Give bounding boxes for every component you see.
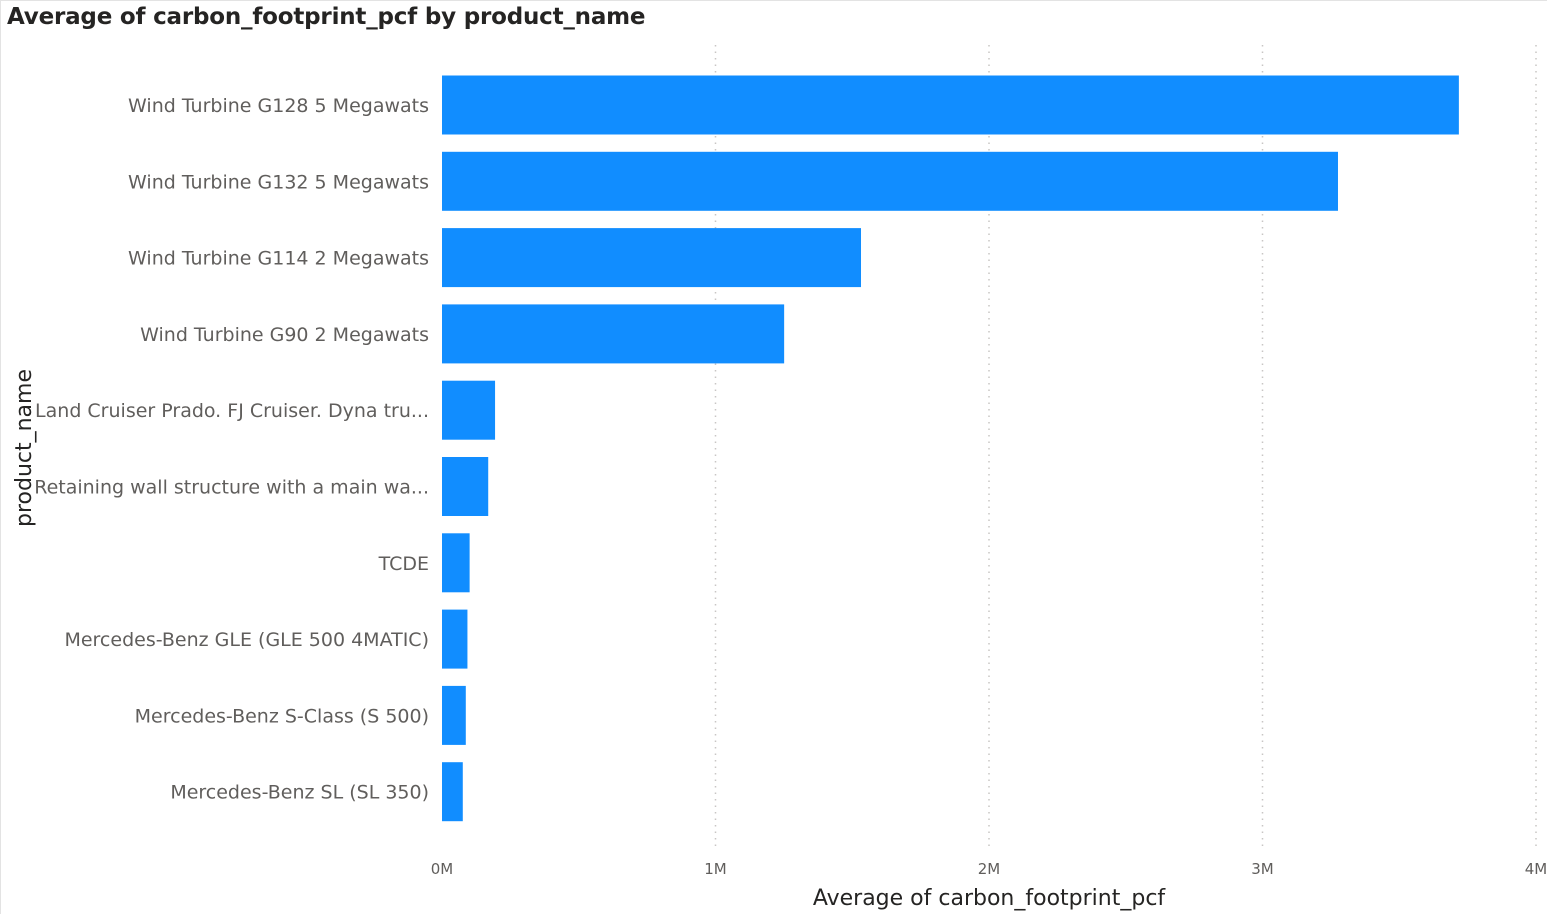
category-label: Mercedes-Benz SL (SL 350) [170, 782, 429, 804]
bar[interactable] [442, 609, 468, 669]
bar[interactable] [442, 228, 862, 288]
bar[interactable] [442, 762, 463, 822]
gridlines [714, 45, 1537, 850]
category-label: Land Cruiser Prado. FJ Cruiser. Dyna tru… [35, 400, 429, 422]
bar[interactable] [442, 533, 470, 593]
category-label: Mercedes-Benz GLE (GLE 500 4MATIC) [64, 629, 429, 651]
x-tick-label: 0M [431, 860, 454, 878]
bar[interactable] [442, 151, 1338, 211]
category-label: TCDE [378, 553, 429, 575]
category-label: Wind Turbine G90 2 Megawats [140, 324, 429, 346]
bars [442, 75, 1459, 822]
x-tick-label: 1M [704, 860, 727, 878]
x-tick-label: 3M [1251, 860, 1274, 878]
x-axis-ticks: 0M 1M 2M 3M 4M [431, 860, 1547, 878]
category-labels: Wind Turbine G128 5 Megawats Wind Turbine… [34, 95, 429, 804]
x-tick-label: 4M [1525, 860, 1547, 878]
category-label: Mercedes-Benz S-Class (S 500) [135, 705, 429, 727]
bar[interactable] [442, 380, 496, 440]
bar[interactable] [442, 685, 466, 745]
category-label: Wind Turbine G114 2 Megawats [128, 248, 429, 270]
bar[interactable] [442, 304, 785, 364]
bar[interactable] [442, 75, 1459, 135]
x-tick-label: 2M [978, 860, 1001, 878]
category-label: Retaining wall structure with a main wa.… [34, 477, 429, 499]
y-axis-title: product_name [12, 369, 37, 527]
category-label: Wind Turbine G132 5 Megawats [128, 171, 429, 193]
category-label: Wind Turbine G128 5 Megawats [128, 95, 429, 117]
chart-title: Average of carbon_footprint_pcf by produ… [7, 4, 646, 30]
bar[interactable] [442, 457, 489, 516]
x-axis-title: Average of carbon_footprint_pcf [813, 886, 1167, 911]
